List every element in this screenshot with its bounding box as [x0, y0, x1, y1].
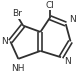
Text: Br: Br: [12, 9, 22, 18]
Text: Cl: Cl: [46, 1, 54, 10]
Text: N: N: [1, 37, 7, 46]
Text: NH: NH: [12, 64, 25, 73]
Text: N: N: [69, 15, 75, 24]
Text: N: N: [64, 58, 71, 67]
